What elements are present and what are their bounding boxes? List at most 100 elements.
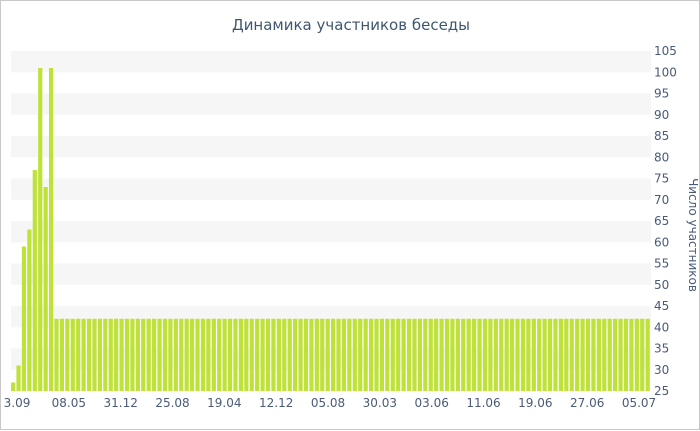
- bar: [368, 318, 374, 391]
- bar: [602, 318, 607, 391]
- bar: [520, 318, 526, 391]
- bar: [173, 318, 178, 391]
- bar: [634, 318, 639, 391]
- bar: [168, 318, 173, 391]
- bar: [504, 318, 509, 391]
- bar: [162, 318, 168, 391]
- bar: [412, 318, 417, 391]
- x-tick-label: 12.12: [259, 396, 293, 410]
- bar: [585, 318, 591, 391]
- bar: [390, 318, 395, 391]
- bar: [564, 318, 569, 391]
- bar: [645, 318, 650, 391]
- bar: [558, 318, 564, 391]
- bar: [59, 318, 65, 391]
- bar: [92, 318, 97, 391]
- bar: [244, 318, 249, 391]
- y-tick-label: 75: [654, 172, 669, 186]
- x-tick-label: 11.06: [466, 396, 500, 410]
- bar-series: [11, 68, 650, 391]
- bar: [21, 246, 27, 391]
- bar: [81, 318, 86, 391]
- x-axis-ticks: 3.09 08.05 31.12 25.08 19.04 12.12 05.08 30.03 0…: [4, 396, 657, 410]
- chart-title: Динамика участников беседы: [232, 16, 470, 34]
- bar: [27, 229, 32, 391]
- y-tick-label: 80: [654, 150, 669, 164]
- bar: [298, 318, 303, 391]
- bar: [336, 318, 341, 391]
- bar: [211, 318, 216, 391]
- bar: [434, 318, 439, 391]
- bar: [217, 318, 222, 391]
- bar: [32, 170, 37, 391]
- bar: [347, 318, 352, 391]
- y-tick-label: 40: [654, 320, 669, 334]
- bar: [309, 318, 314, 391]
- bar: [200, 318, 206, 391]
- bar: [341, 318, 347, 391]
- bar: [591, 318, 596, 391]
- bar: [48, 68, 54, 391]
- y-axis-ticks: 25 30 35 40 45 50 55 60 65 70 75 80 85 90 95 100 105: [654, 44, 677, 398]
- bar: [428, 318, 433, 391]
- x-tick-label: 27.06: [570, 396, 604, 410]
- y-axis-label: Число участников: [686, 178, 700, 292]
- bar: [547, 318, 553, 391]
- bar: [472, 318, 477, 391]
- y-tick-label: 50: [654, 278, 669, 292]
- bar: [293, 318, 298, 391]
- y-tick-label: 95: [654, 87, 669, 101]
- bar: [417, 318, 422, 391]
- bar: [260, 318, 265, 391]
- bar: [303, 318, 309, 391]
- bar: [580, 318, 585, 391]
- y-tick-label: 60: [654, 235, 669, 249]
- bar: [640, 318, 645, 391]
- bar: [233, 318, 238, 391]
- y-tick-label: 100: [654, 65, 677, 79]
- bar: [119, 318, 124, 391]
- bar: [11, 382, 16, 391]
- grid-band: [11, 136, 651, 158]
- bar: [385, 318, 390, 391]
- bar: [623, 318, 629, 391]
- bar: [287, 318, 292, 391]
- bar: [542, 318, 547, 391]
- grid-band: [11, 178, 651, 200]
- bar: [537, 318, 542, 391]
- x-tick-label: 19.06: [518, 396, 552, 410]
- y-tick-label: 45: [654, 299, 669, 313]
- bar: [439, 318, 444, 391]
- bar: [70, 318, 75, 391]
- y-tick-label: 70: [654, 193, 669, 207]
- grid-bands: [11, 51, 651, 370]
- bar: [222, 318, 227, 391]
- bar: [227, 318, 233, 391]
- bar: [461, 318, 466, 391]
- bar: [141, 318, 146, 391]
- bar: [97, 318, 102, 391]
- x-tick-label: 05.07: [622, 396, 656, 410]
- bar: [401, 318, 406, 391]
- bar: [135, 318, 140, 391]
- bar: [325, 318, 330, 391]
- x-tick-label: 19.04: [207, 396, 241, 410]
- bar: [314, 318, 319, 391]
- bar: [86, 318, 92, 391]
- bar: [38, 68, 43, 391]
- bar: [146, 318, 151, 391]
- grid-band: [11, 263, 651, 285]
- grid-band: [11, 93, 651, 115]
- y-tick-label: 105: [654, 44, 677, 58]
- bar: [195, 318, 200, 391]
- x-tick-label: 05.08: [311, 396, 345, 410]
- bar: [488, 318, 493, 391]
- bar: [179, 318, 184, 391]
- bar: [238, 318, 244, 391]
- bar: [206, 318, 211, 391]
- y-tick-label: 55: [654, 257, 669, 271]
- bar: [103, 318, 108, 391]
- bar: [363, 318, 368, 391]
